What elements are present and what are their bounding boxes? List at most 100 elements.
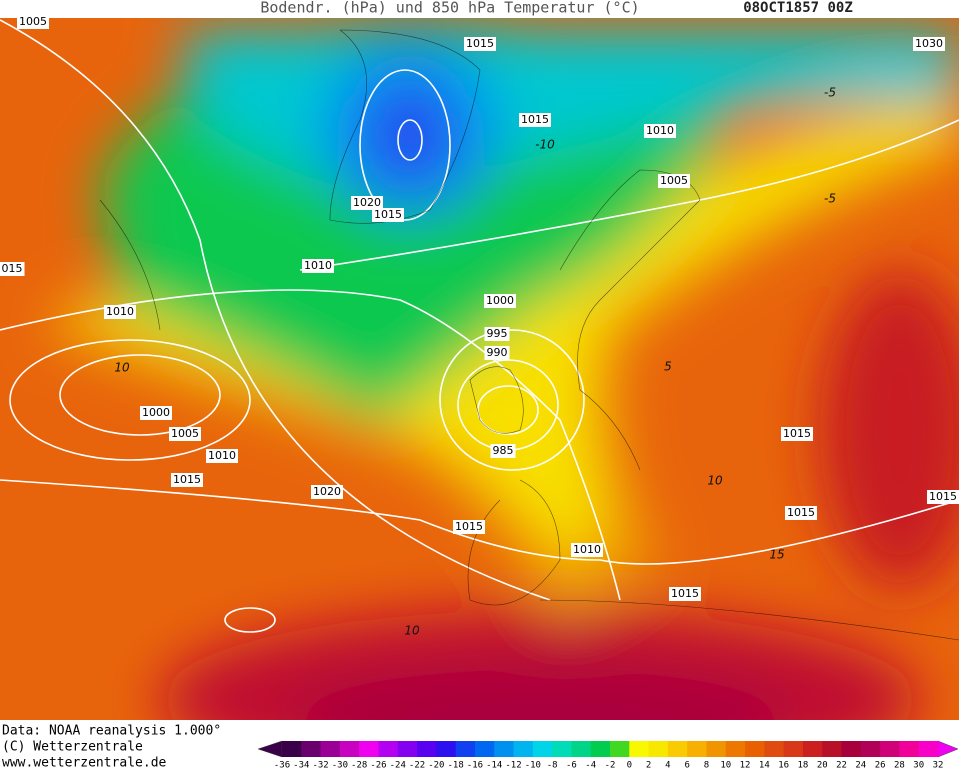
map-date: 08OCT1857 00Z	[743, 0, 853, 16]
colorbar-swatch	[725, 741, 746, 757]
isobar-label-box	[913, 37, 945, 51]
colorbar-label: 12	[740, 761, 751, 770]
isobar-label: 990	[487, 346, 508, 359]
isobar-label: 1010	[304, 259, 332, 272]
isobar-label: 1015	[374, 208, 402, 221]
colorbar-swatch	[880, 741, 900, 757]
colorbar-label: -24	[390, 761, 406, 770]
temperature-label: -5	[824, 86, 836, 100]
isobar-label-box	[453, 520, 485, 534]
isobar-label-box	[484, 327, 510, 341]
temperature-label: 15	[769, 548, 784, 562]
colorbar-label: -10	[525, 761, 541, 770]
isobars	[0, 19, 959, 633]
temperature-label: 10	[404, 624, 420, 638]
isobar-label: 1010	[106, 305, 134, 318]
isobar-label-box	[927, 490, 959, 504]
isobar-label: 1020	[313, 485, 341, 498]
colorbar-label: -18	[448, 761, 464, 770]
isobar-label-box	[140, 406, 172, 420]
colorbar-label: -2	[605, 761, 616, 770]
colorbar-label: -16	[467, 761, 483, 770]
isobar-label: 1015	[787, 506, 815, 519]
isobar-label-box	[372, 208, 404, 222]
colorbar-arrow	[257, 740, 283, 758]
isobar-label-box	[0, 262, 25, 276]
colorbar-label: 22	[836, 761, 847, 770]
isobar-label: 1010	[208, 449, 236, 462]
colorbar-label: 16	[778, 761, 789, 770]
isobar-label-box	[519, 113, 551, 127]
colorbar-swatch	[745, 741, 765, 757]
isobar-label-box	[104, 305, 136, 319]
isobar-label-box	[17, 15, 49, 29]
colorbar-label: -12	[505, 761, 521, 770]
colorbar-label: -26	[370, 761, 386, 770]
isobar-label: 1015	[173, 473, 201, 486]
colorbar-swatch	[301, 741, 322, 757]
colorbar-label: 4	[665, 761, 670, 770]
isobar-label: 1015	[455, 520, 483, 533]
colorbar-swatch	[378, 741, 399, 757]
colorbar-swatch	[474, 741, 495, 757]
colorbar-label: -28	[351, 761, 367, 770]
colorbar-label: -20	[428, 761, 444, 770]
colorbar-label: 18	[798, 761, 809, 770]
colorbar-label: 28	[894, 761, 905, 770]
colorbar-swatch	[764, 741, 785, 757]
colorbar-swatch	[822, 741, 843, 757]
colorbar-label: 8	[704, 761, 709, 770]
colorbar-swatch	[359, 741, 379, 757]
colorbar-swatch	[610, 741, 630, 757]
isobar-label-box	[169, 427, 201, 441]
isobar-label-box	[484, 346, 510, 360]
colorbar-label: 20	[817, 761, 828, 770]
isobar-label: 1010	[646, 124, 674, 137]
colorbar-label: 6	[684, 761, 689, 770]
isobar-label-box	[669, 587, 701, 601]
colorbar-label: -14	[486, 761, 502, 770]
colorbar-swatch	[513, 741, 534, 757]
colorbar-swatch	[648, 741, 669, 757]
colorbar-swatch	[282, 741, 302, 757]
isobar-label-box	[302, 259, 334, 273]
colorbar-swatch	[706, 741, 727, 757]
isobar-label: 985	[493, 444, 514, 457]
isobar-label: 1015	[929, 490, 957, 503]
isobar-label-box	[571, 543, 603, 557]
isobar-label-box	[171, 473, 203, 487]
colorbar-swatch	[571, 741, 592, 757]
isobar-label-box	[785, 506, 817, 520]
colorbar-swatch	[899, 741, 920, 757]
colorbar-swatch	[339, 741, 360, 757]
colorbar-swatch	[783, 741, 804, 757]
colorbar-label: 26	[875, 761, 886, 770]
isobar-label-box	[644, 124, 676, 138]
colorbar-arrow	[937, 740, 959, 758]
isobar-label: 1005	[171, 427, 199, 440]
footer-line: (C) Wetterzentrale	[2, 740, 143, 755]
isobar-label-box	[484, 294, 516, 308]
isobar-label: 1015	[521, 113, 549, 126]
colorbar-label: -22	[409, 761, 425, 770]
colorbar-swatch	[667, 741, 688, 757]
temperature-label: 10	[114, 361, 130, 375]
isobar-label: 1010	[573, 543, 601, 556]
colorbar-label: 30	[913, 761, 924, 770]
colorbar-label: -32	[312, 761, 328, 770]
colorbar-swatch	[918, 741, 939, 757]
colorbar-swatch	[320, 741, 341, 757]
colorbar-swatch	[860, 741, 881, 757]
temperature-label: 10	[707, 474, 723, 488]
isobar-label: 1015	[671, 587, 699, 600]
isobar-label: 1020	[353, 196, 381, 209]
colorbar-label: -30	[332, 761, 348, 770]
isobar-label: 995	[487, 327, 508, 340]
colorbar-swatch	[417, 741, 437, 757]
isobar-label: 1015	[783, 427, 811, 440]
isobar-label-box	[490, 444, 516, 458]
isobar-label-box	[464, 37, 496, 51]
isobar-label: 015	[2, 262, 23, 275]
